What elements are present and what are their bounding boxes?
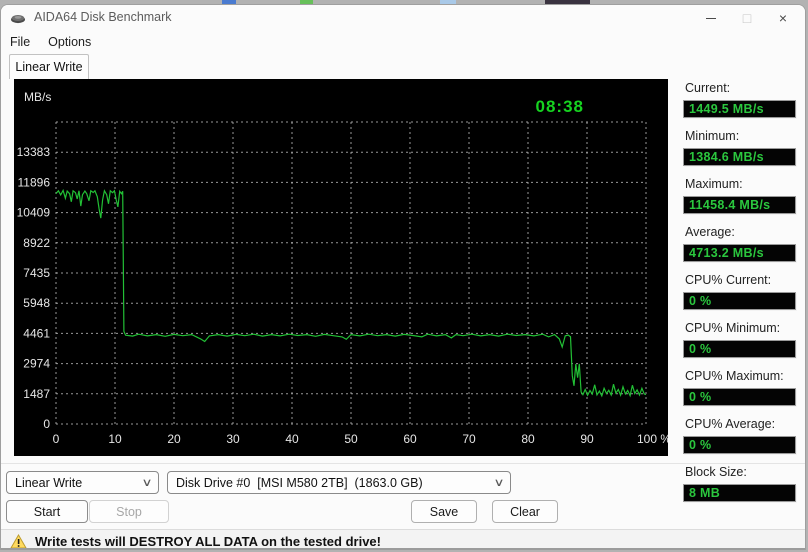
stat-value: 0 %	[683, 340, 796, 358]
save-button[interactable]: Save	[411, 500, 477, 523]
desktop-decor	[545, 0, 590, 6]
stat-value: 11458.4 MB/s	[683, 196, 796, 214]
maximize-icon: □	[742, 10, 752, 26]
stat-label: Block Size:	[685, 465, 747, 479]
menu-item-options[interactable]: Options	[48, 35, 92, 49]
stat-value: 0 %	[683, 388, 796, 406]
stat-value: 0 %	[683, 436, 796, 454]
y-tick-label: 13383	[17, 145, 51, 159]
minimize-button[interactable]	[693, 5, 729, 31]
app-disk-icon	[11, 15, 25, 24]
stat-group: Block Size: 8 MB	[683, 465, 799, 502]
stat-label: Maximum:	[685, 177, 743, 191]
y-tick-label: 5948	[23, 296, 50, 310]
title-bar: AIDA64 Disk Benchmark □ ×	[1, 5, 805, 31]
disk-drive-select[interactable]: Disk Drive #0 [MSI M580 2TB] (1863.0 GB)…	[167, 471, 511, 494]
desktop-decor	[440, 0, 456, 6]
tab-linear-write[interactable]: Linear Write	[9, 54, 89, 79]
y-axis-unit-label: MB/s	[24, 90, 51, 104]
status-message: Write tests will DESTROY ALL DATA on the…	[35, 533, 381, 549]
x-tick-label: 10	[108, 432, 122, 446]
x-tick-label: 40	[285, 432, 299, 446]
elapsed-time: 08:38	[536, 97, 584, 116]
stat-group: Maximum: 11458.4 MB/s	[683, 177, 799, 214]
stat-group: CPU% Minimum: 0 %	[683, 321, 799, 358]
y-tick-label: 10409	[17, 206, 51, 220]
maximize-button[interactable]: □	[729, 5, 765, 31]
stat-group: Average: 4713.2 MB/s	[683, 225, 799, 262]
x-tick-label: 70	[462, 432, 476, 446]
x-tick-label: 50	[344, 432, 358, 446]
menu-bar: File Options	[1, 31, 805, 53]
close-icon: ×	[778, 10, 788, 26]
desktop-background	[0, 0, 808, 6]
stat-label: CPU% Maximum:	[685, 369, 784, 383]
stat-value: 4713.2 MB/s	[683, 244, 796, 262]
x-tick-label: 20	[167, 432, 181, 446]
chevron-down-icon: ∨	[493, 477, 505, 489]
x-tick-label: 0	[53, 432, 60, 446]
menu-item-file[interactable]: File	[10, 35, 31, 49]
stat-group: CPU% Current: 0 %	[683, 273, 799, 310]
chevron-down-icon: ∨	[141, 477, 153, 489]
stat-value: 0 %	[683, 292, 796, 310]
stat-group: CPU% Maximum: 0 %	[683, 369, 799, 406]
app-window: AIDA64 Disk Benchmark □ × File Options Li…	[0, 4, 806, 550]
window-title: AIDA64 Disk Benchmark	[34, 10, 172, 24]
desktop-decor	[222, 0, 236, 6]
divider	[1, 463, 805, 464]
x-tick-label: 60	[403, 432, 417, 446]
stat-value: 1384.6 MB/s	[683, 148, 796, 166]
stat-group: Current: 1449.5 MB/s	[683, 81, 799, 118]
y-tick-label: 1487	[23, 387, 50, 401]
x-tick-label: 90	[580, 432, 594, 446]
x-tick-label: 80	[521, 432, 535, 446]
stat-label: Average:	[685, 225, 735, 239]
stat-group: Minimum: 1384.6 MB/s	[683, 129, 799, 166]
y-tick-label: 8922	[23, 236, 50, 250]
stats-panel: Current: 1449.5 MB/s Minimum: 1384.6 MB/s Ma…	[683, 81, 799, 513]
warning-icon	[10, 533, 27, 548]
test-type-select[interactable]: Linear Write ∨	[6, 471, 159, 494]
y-tick-label: 4461	[23, 326, 50, 340]
x-tick-label: 30	[226, 432, 240, 446]
y-tick-label: 11896	[18, 175, 51, 189]
stat-label: CPU% Average:	[685, 417, 776, 431]
stat-value: 8 MB	[683, 484, 796, 502]
disk-drive-value: Disk Drive #0 [MSI M580 2TB] (1863.0 GB)	[176, 475, 423, 490]
stat-label: CPU% Minimum:	[685, 321, 781, 335]
x-tick-label: 100 %	[637, 432, 668, 446]
benchmark-chart: 0 1487 2974 4461 5948 7435 8922 10409 11896 13383…	[14, 79, 668, 456]
stop-button[interactable]: Stop	[89, 500, 169, 523]
close-button[interactable]: ×	[765, 5, 801, 31]
start-button[interactable]: Start	[6, 500, 88, 523]
stat-label: CPU% Current:	[685, 273, 772, 287]
tab-label: Linear Write	[15, 60, 83, 74]
stat-group: CPU% Average: 0 %	[683, 417, 799, 454]
stat-label: Current:	[685, 81, 731, 95]
y-tick-label: 0	[43, 417, 50, 431]
status-bar: Write tests will DESTROY ALL DATA on the…	[1, 529, 805, 550]
stat-value: 1449.5 MB/s	[683, 100, 796, 118]
clear-button[interactable]: Clear	[492, 500, 558, 523]
minimize-icon	[706, 17, 716, 19]
y-tick-label: 2974	[23, 357, 50, 371]
window-bottom-edge	[1, 548, 805, 550]
y-tick-label: 7435	[23, 266, 50, 280]
test-type-value: Linear Write	[15, 475, 83, 490]
throughput-line	[55, 188, 647, 398]
stat-label: Minimum:	[685, 129, 740, 143]
desktop-decor	[300, 0, 313, 6]
